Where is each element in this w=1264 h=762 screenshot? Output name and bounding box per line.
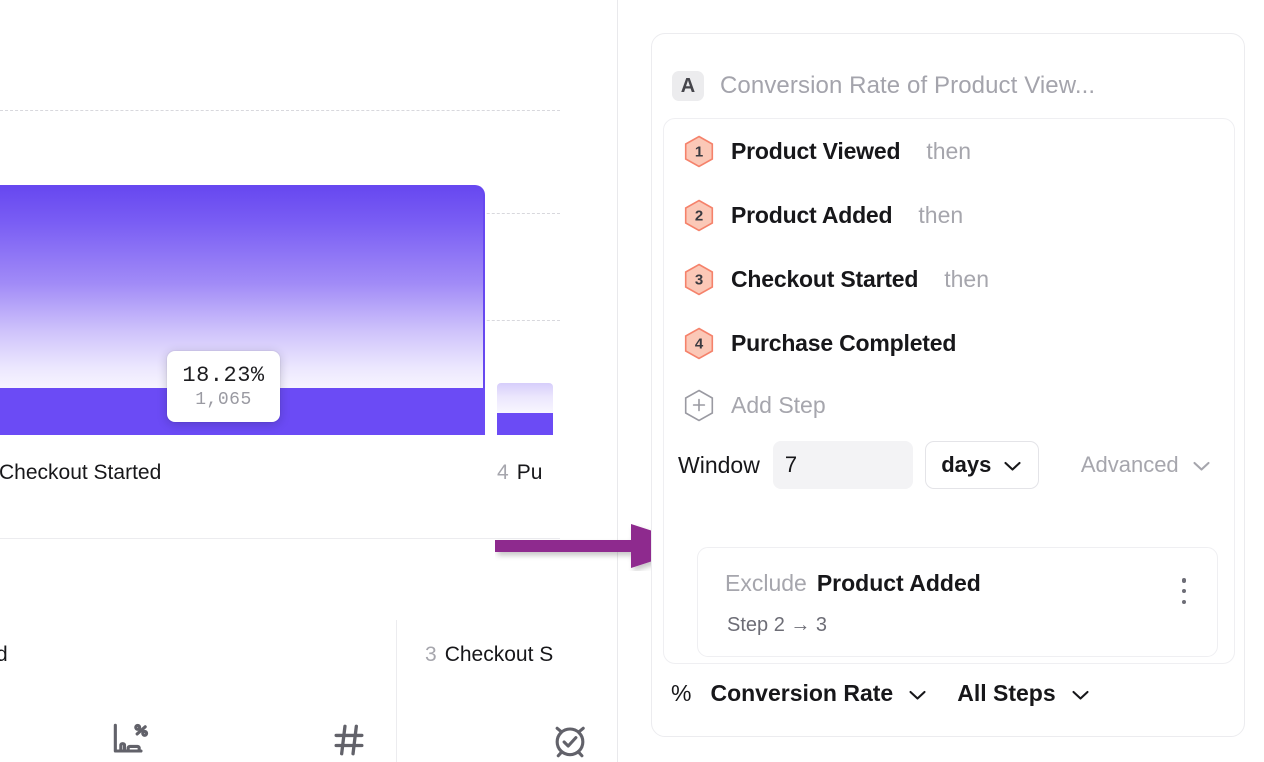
window-unit-label: days [941, 452, 992, 477]
advanced-label: Advanced [1080, 452, 1179, 477]
chart-gridline [0, 110, 560, 111]
step-label: Purchase Completed [731, 329, 957, 356]
step-number-hexagon-icon: 2 [684, 199, 714, 232]
step-label: Product Viewed [731, 137, 901, 164]
x-axis-label-text: Pu [516, 461, 543, 484]
add-step-label: Add Step [731, 391, 826, 418]
funnel-step-row[interactable]: 3 Checkout Started then [664, 247, 1234, 311]
exclude-prefix-label: Exclude [725, 570, 807, 596]
metric-caption-right: 3 Checkout S [425, 643, 553, 667]
metric-caption-left-text: d [0, 643, 8, 666]
percent-bar-chart-icon[interactable] [108, 718, 152, 762]
x-axis-label-text: Checkout Started [0, 461, 162, 484]
funnel-chart-pane: 18.23% 1,065 Checkout Started 4 Pu d 3 Che… [0, 0, 618, 762]
metric-caption-right-text: Checkout S [444, 643, 554, 666]
dot [1181, 578, 1187, 583]
panel-header: A Conversion Rate of Product View... [652, 34, 1244, 108]
window-unit-select[interactable]: days [924, 441, 1039, 489]
step-label: Checkout Started [731, 265, 919, 292]
x-axis-label-checkout-started: Checkout Started [0, 461, 161, 485]
exclude-step-range: Step 2 → 3 [727, 614, 828, 636]
funnel-step-row[interactable]: 2 Product Added then [664, 183, 1234, 247]
svg-text:4: 4 [695, 335, 704, 352]
exclude-rule-card[interactable]: Exclude Product Added Step 2 → 3 [697, 547, 1218, 657]
exclude-rule-header: Exclude Product Added [698, 548, 1217, 597]
metric-caption-right-number: 3 [425, 643, 437, 666]
chevron-down-icon [1003, 452, 1022, 478]
exclude-target-label: Product Added [816, 570, 981, 596]
metric-strip-divider [396, 620, 397, 762]
window-label: Window [678, 451, 760, 478]
step-connector: then [944, 265, 989, 292]
dot [1181, 588, 1187, 594]
advanced-toggle[interactable]: Advanced [1081, 452, 1211, 478]
query-letter-badge[interactable]: A [672, 71, 704, 101]
funnel-step-row[interactable]: 4 Purchase Completed [664, 311, 1234, 375]
funnel-bar-base [497, 413, 553, 435]
pane-divider [617, 0, 618, 762]
step-number-hexagon-icon: 1 [684, 135, 714, 168]
svg-text:1: 1 [695, 143, 703, 160]
hash-icon[interactable] [327, 718, 371, 762]
window-value-input[interactable] [772, 441, 913, 489]
chart-tooltip: 18.23% 1,065 [167, 351, 280, 422]
dot [1181, 599, 1187, 604]
step-label: Product Added [731, 201, 893, 228]
funnel-bar-gradient [497, 383, 553, 413]
metric-type-select[interactable]: Conversion Rate [710, 680, 927, 707]
metric-caption-left: d [0, 643, 8, 667]
add-step-button[interactable]: Add Step [664, 375, 1234, 435]
svg-text:2: 2 [695, 207, 703, 224]
chart-section-divider [0, 538, 560, 539]
percent-icon: % [671, 680, 692, 706]
plus-hexagon-icon [684, 389, 714, 422]
steps-scope-select[interactable]: All Steps [957, 680, 1089, 707]
step-number-hexagon-icon: 4 [684, 327, 714, 360]
funnel-bar-purchase-completed[interactable] [497, 383, 553, 435]
chevron-down-icon [1071, 680, 1090, 707]
tooltip-count: 1,065 [195, 390, 252, 410]
x-axis-label-number: 4 [497, 461, 509, 484]
chevron-down-icon [908, 680, 927, 707]
alarm-check-icon[interactable] [548, 718, 592, 762]
funnel-step-row[interactable]: 1 Product Viewed then [664, 119, 1234, 183]
metric-strip: d 3 Checkout S [0, 598, 618, 762]
query-builder-panel: A Conversion Rate of Product View... 1 P… [651, 33, 1245, 737]
x-axis-label-purchase-completed: 4 Pu [497, 461, 542, 485]
svg-text:3: 3 [695, 271, 703, 288]
step-number-hexagon-icon: 3 [684, 263, 714, 296]
metric-type-label: Conversion Rate [710, 680, 894, 706]
step-connector: then [918, 201, 964, 228]
step-connector: then [926, 137, 972, 164]
conversion-window-row: Window days Advanced [664, 435, 1234, 495]
funnel-steps-card: 1 Product Viewed then 2 Product Added th… [663, 118, 1235, 664]
query-title[interactable]: Conversion Rate of Product View... [720, 72, 1096, 99]
chevron-down-icon [1192, 452, 1211, 478]
panel-footer: % Conversion Rate All Steps [671, 680, 1090, 707]
steps-scope-label: All Steps [957, 680, 1056, 706]
exclude-rule-menu-icon[interactable] [1173, 578, 1195, 604]
tooltip-percent: 18.23% [182, 363, 265, 388]
